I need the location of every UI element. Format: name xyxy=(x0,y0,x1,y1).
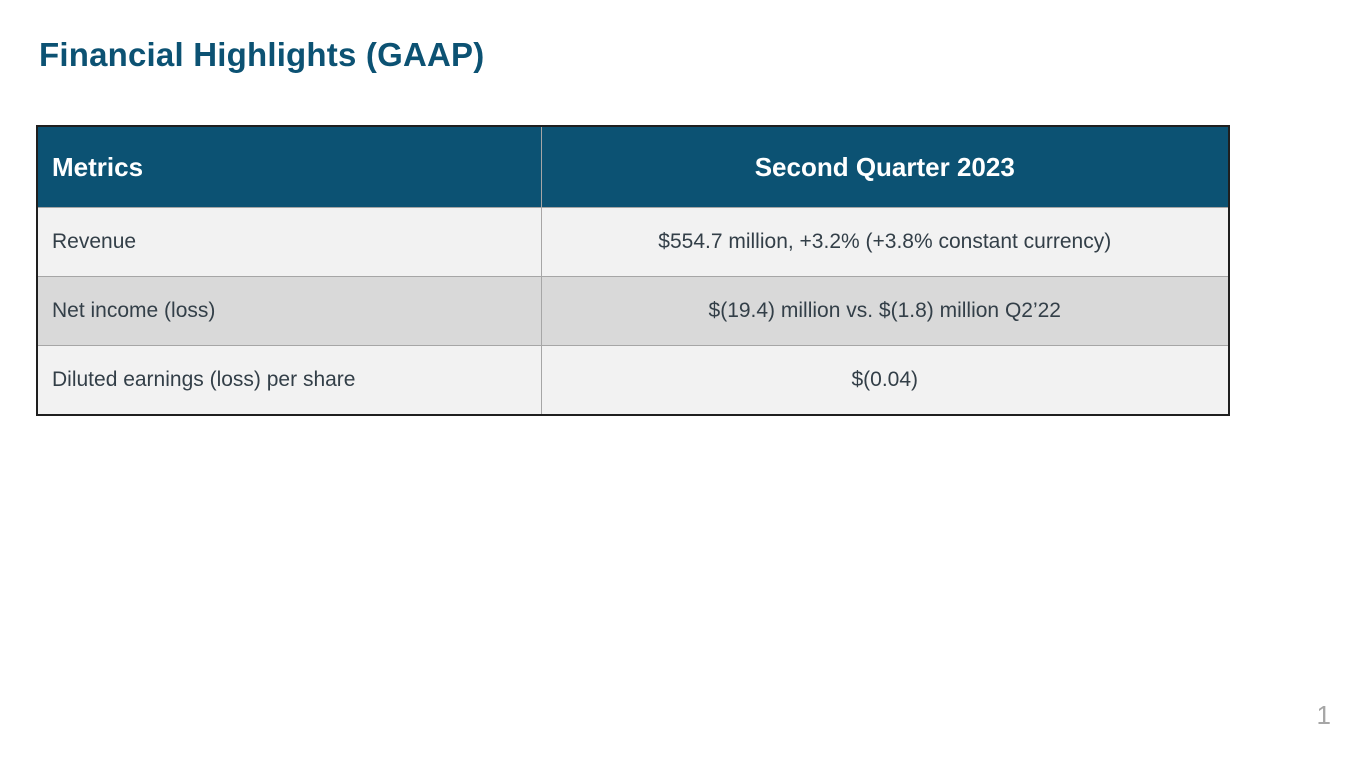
column-header-second-quarter-2023: Second Quarter 2023 xyxy=(540,125,1230,208)
page-number: 1 xyxy=(1316,700,1331,730)
table-row-net-income: Net income (loss) $(19.4) million vs. $(… xyxy=(36,276,1230,346)
metric-label-diluted-eps: Diluted earnings (loss) per share xyxy=(36,345,542,416)
table-row-diluted-eps: Diluted earnings (loss) per share $(0.04… xyxy=(36,345,1230,416)
column-header-metrics: Metrics xyxy=(36,125,542,208)
table-row-revenue: Revenue $554.7 million, +3.2% (+3.8% con… xyxy=(36,207,1230,277)
metric-value-diluted-eps: $(0.04) xyxy=(540,345,1230,416)
metric-value-net-income: $(19.4) million vs. $(1.8) million Q2’22 xyxy=(540,276,1230,346)
metric-label-net-income: Net income (loss) xyxy=(36,276,542,346)
table-header-row: Metrics Second Quarter 2023 xyxy=(36,125,1230,208)
metric-label-revenue: Revenue xyxy=(36,207,542,277)
financial-highlights-table: Metrics Second Quarter 2023 Revenue $554… xyxy=(36,125,1230,416)
metric-value-revenue: $554.7 million, +3.2% (+3.8% constant cu… xyxy=(540,207,1230,277)
slide-title: Financial Highlights (GAAP) xyxy=(39,36,485,73)
